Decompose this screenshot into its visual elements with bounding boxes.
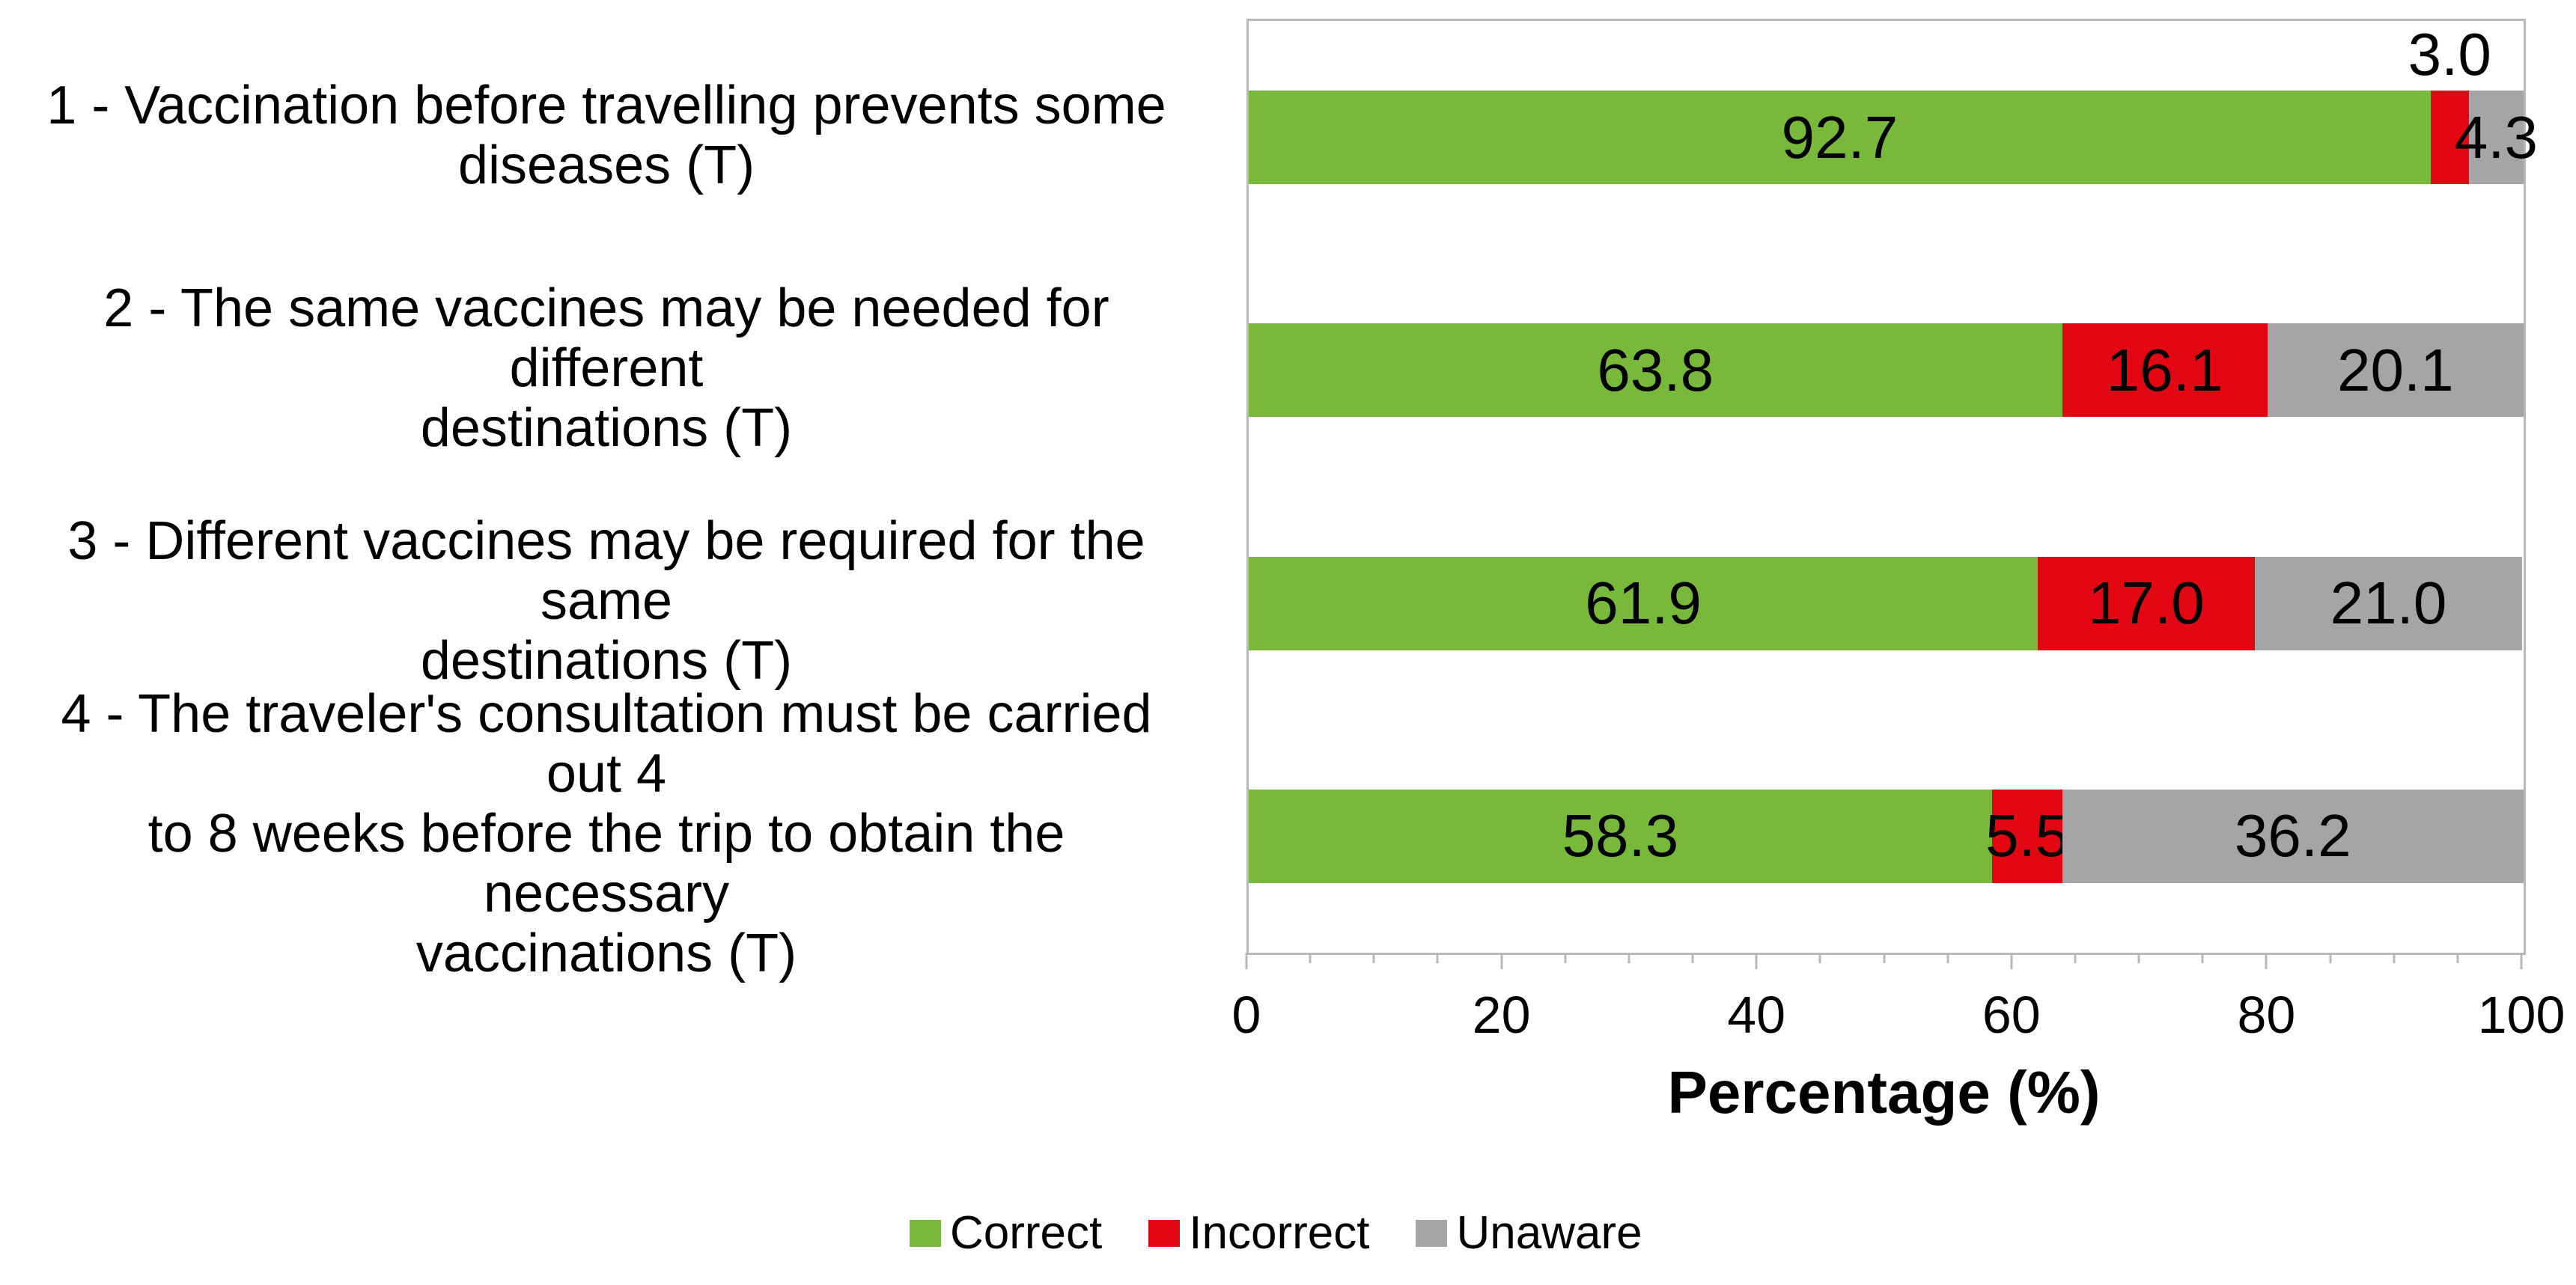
legend-swatch-icon: [1148, 1220, 1181, 1247]
legend-swatch-icon: [910, 1220, 941, 1247]
bar-row: 92.7 4.3: [1249, 91, 2538, 185]
x-axis-major-tick: [2010, 953, 2013, 969]
bar-segment-correct: 61.9: [1249, 556, 2038, 650]
x-axis-tick-label: 60: [1982, 986, 2041, 1044]
bar-segment-unaware: 21.0: [2254, 556, 2523, 650]
x-axis-major-tick: [1755, 953, 1758, 969]
category-label: 1 - Vaccination before travelling preven…: [22, 76, 1190, 195]
x-axis-major-tick: [2520, 953, 2523, 969]
data-label: 17.0: [2088, 570, 2205, 637]
data-label: 58.3: [1562, 802, 1679, 870]
category-label-line: diseases (T): [457, 135, 755, 195]
legend-item-correct: Correct: [910, 1206, 1102, 1260]
category-label: 4 - The traveler's consultation must be …: [22, 684, 1190, 983]
legend-item-unaware: Unaware: [1416, 1206, 1642, 1260]
x-axis-minor-tick: [2074, 953, 2077, 963]
x-axis-tick-label: 80: [2237, 986, 2296, 1044]
bar-segment-correct: 92.7: [1249, 91, 2431, 185]
legend: Correct Incorrect Unaware: [910, 1206, 1642, 1260]
legend-swatch-icon: [1416, 1220, 1448, 1247]
x-axis-tick-label: 20: [1472, 986, 1531, 1044]
bar-segment-unaware: 36.2: [2062, 789, 2524, 883]
category-label: 3 - Different vaccines may be required f…: [22, 511, 1190, 691]
category-label-line: destinations (T): [420, 631, 793, 692]
data-label: 36.2: [2234, 802, 2351, 870]
legend-label: Correct: [950, 1207, 1103, 1259]
category-label: 2 - The same vaccines may be needed for …: [22, 278, 1190, 458]
x-axis-minor-tick: [1818, 953, 1821, 963]
bar-segment-incorrect: 17.0: [2038, 556, 2255, 650]
category-label-line: 3 - Different vaccines may be required f…: [67, 511, 1145, 632]
legend-item-incorrect: Incorrect: [1148, 1206, 1369, 1260]
x-axis-minor-tick: [1436, 953, 1439, 963]
category-label-line: to 8 weeks before the trip to obtain the…: [147, 804, 1065, 924]
bar-segment-unaware: 20.1: [2267, 323, 2524, 418]
x-axis-major-tick: [1245, 953, 1248, 969]
x-axis-minor-tick: [1309, 953, 1312, 963]
bar-segment-unaware: 4.3: [2455, 91, 2538, 185]
x-axis-minor-tick: [1564, 953, 1567, 963]
x-axis: 0 20 40 60 80 100: [1232, 953, 2565, 1057]
data-label: 20.1: [2336, 336, 2454, 403]
x-axis-minor-tick: [1946, 953, 1949, 963]
category-label-line: vaccinations (T): [415, 924, 797, 984]
legend-label: Unaware: [1456, 1207, 1642, 1259]
x-axis-minor-tick: [1372, 953, 1375, 963]
bar-segment-correct: 63.8: [1249, 323, 2062, 418]
x-axis-major-tick: [2265, 953, 2268, 969]
x-axis-minor-tick: [2329, 953, 2332, 963]
bar-row: 58.3 5.5 36.2: [1249, 789, 2524, 883]
data-label: 63.8: [1597, 336, 1714, 403]
x-axis-title: Percentage (%): [1667, 1059, 2101, 1126]
x-axis-minor-tick: [2201, 953, 2204, 963]
category-label-line: 2 - The same vaccines may be needed for …: [103, 278, 1109, 398]
plot-area: 3.0 92.7 4.3 63.8 16.1 20.1 61.9 17.0 21.0 58.3 5.…: [1246, 19, 2538, 955]
x-axis-minor-tick: [2456, 953, 2459, 963]
data-label: 92.7: [1781, 103, 1898, 171]
data-label: 4.3: [2454, 103, 2538, 171]
category-label-line: 4 - The traveler's consultation must be …: [61, 684, 1152, 805]
bar-segment-incorrect: [2430, 91, 2469, 185]
bar-row: 61.9 17.0 21.0: [1249, 556, 2524, 650]
x-axis-tick-label: 100: [2477, 986, 2566, 1044]
x-axis-minor-tick: [2393, 953, 2396, 963]
x-axis-minor-tick: [1883, 953, 1885, 963]
data-label: 16.1: [2106, 336, 2223, 403]
data-label: 5.5: [1985, 802, 2069, 870]
bar-segment-incorrect: 16.1: [2062, 323, 2268, 418]
x-axis-minor-tick: [1691, 953, 1694, 963]
x-axis-minor-tick: [1627, 953, 1630, 963]
x-axis-major-tick: [1500, 953, 1503, 969]
legend-label: Incorrect: [1189, 1207, 1370, 1259]
bar-segment-correct: 58.3: [1249, 789, 1992, 883]
category-label-line: 1 - Vaccination before travelling preven…: [46, 75, 1166, 135]
x-axis-tick-label: 0: [1231, 986, 1261, 1044]
category-label-line: destinations (T): [420, 397, 793, 458]
data-label: 61.9: [1585, 570, 1702, 637]
x-axis-minor-tick: [2137, 953, 2140, 963]
data-label-outside: 3.0: [2408, 21, 2491, 88]
bar-row: 63.8 16.1 20.1: [1249, 323, 2524, 418]
data-label: 21.0: [2330, 570, 2447, 637]
x-axis-tick-label: 40: [1727, 986, 1786, 1044]
bar-segment-incorrect: 5.5: [1985, 789, 2068, 883]
